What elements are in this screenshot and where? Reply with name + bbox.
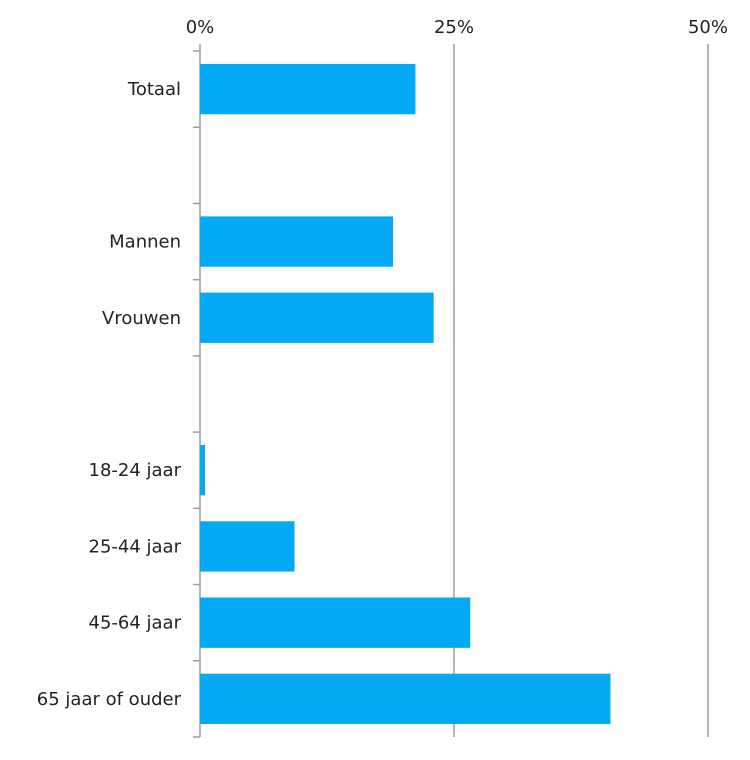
category-label: 18-24 jaar xyxy=(89,460,182,481)
category-label: 25-44 jaar xyxy=(89,536,182,557)
category-label: 65 jaar of ouder xyxy=(37,689,182,710)
category-label: Vrouwen xyxy=(102,308,181,329)
bar xyxy=(200,597,471,648)
x-tick-label: 50% xyxy=(688,17,728,38)
bar xyxy=(200,673,611,725)
bars xyxy=(200,63,611,725)
category-label: Totaal xyxy=(127,79,181,100)
bar xyxy=(200,292,434,343)
category-labels: Totaal Mannen Vrouwen 18-24 jaar 25-44 jaar 4… xyxy=(37,79,182,710)
x-tick-label: 25% xyxy=(434,17,474,38)
bar xyxy=(200,521,295,572)
bar xyxy=(200,445,206,496)
category-label: Mannen xyxy=(109,232,181,253)
category-label: 45-64 jaar xyxy=(89,613,182,634)
x-axis-ticks: 0% 25% 50% xyxy=(186,17,728,38)
x-tick-label: 0% xyxy=(186,17,215,38)
bar xyxy=(200,216,394,267)
bar xyxy=(200,63,416,115)
